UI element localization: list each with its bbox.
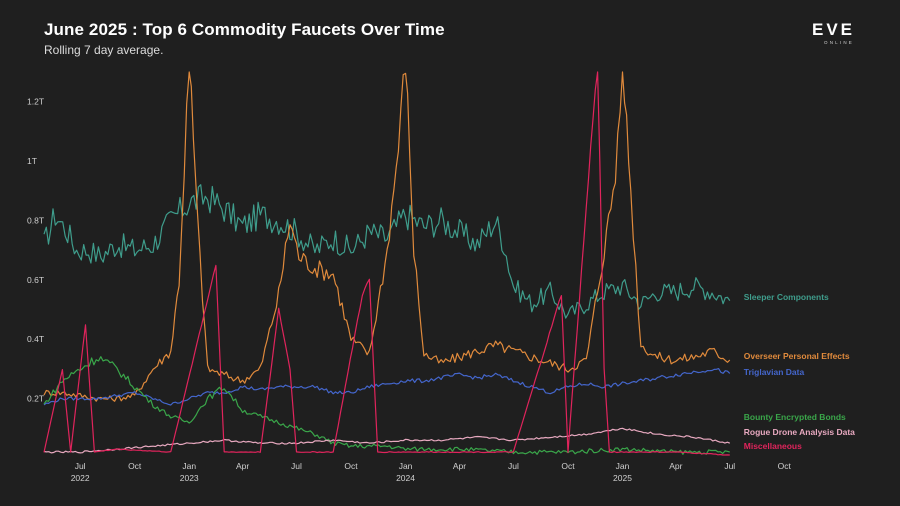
series-labels: Sleeper Components Overseer Personal Effe… [744, 292, 855, 451]
series-line [43, 184, 731, 319]
series-lines [43, 71, 731, 456]
x-tick-year-label: 2023 [180, 473, 199, 483]
logo-subtext: ONLINE [824, 40, 854, 45]
series-line [43, 356, 730, 455]
x-tick-year-label: 2022 [71, 473, 90, 483]
series-line [43, 71, 730, 456]
eve-online-logo: EVE ONLINE [812, 20, 866, 46]
series-label: Triglavian Data [744, 367, 805, 377]
y-tick-label: 0.6T [27, 275, 44, 285]
series-label: Bounty Encrypted Bonds [744, 412, 846, 422]
series-line [43, 427, 731, 454]
x-tick-label: Jul [724, 461, 735, 471]
x-tick-label: Oct [778, 461, 792, 471]
y-axis: 0.2T 0.4T 0.6T 0.8T 1T 1.2T [27, 97, 44, 404]
series-label: Sleeper Components [744, 292, 829, 302]
y-tick-label: 1.2T [27, 97, 44, 107]
y-tick-label: 1T [27, 156, 37, 166]
series-line [43, 368, 731, 406]
x-tick-label: Apr [669, 461, 682, 471]
logo-word: EVE [812, 20, 856, 39]
y-tick-label: 0.4T [27, 334, 44, 344]
chart-title: June 2025 : Top 6 Commodity Faucets Over… [44, 20, 445, 39]
x-axis: Jul 2022 Oct Jan 2023 Apr Jul Oct Jan 2024 Apr Jul O… [71, 461, 792, 483]
x-tick-label: Oct [561, 461, 575, 471]
x-tick-year-label: 2024 [396, 473, 415, 483]
x-tick-label: Oct [128, 461, 142, 471]
x-tick-label: Apr [236, 461, 249, 471]
y-tick-label: 0.2T [27, 394, 44, 404]
series-label: Miscellaneous [744, 441, 802, 451]
series-label: Rogue Drone Analysis Data [744, 427, 855, 437]
series-label: Overseer Personal Effects [744, 351, 850, 361]
x-tick-label: Jan [399, 461, 413, 471]
x-tick-label: Jan [182, 461, 196, 471]
x-tick-label: Jan [616, 461, 630, 471]
y-tick-label: 0.8T [27, 215, 44, 225]
chart-subtitle: Rolling 7 day average. [44, 43, 164, 57]
x-tick-label: Jul [291, 461, 302, 471]
x-tick-label: Jul [508, 461, 519, 471]
x-tick-year-label: 2025 [613, 473, 632, 483]
series-line [43, 71, 731, 402]
x-tick-label: Oct [344, 461, 358, 471]
x-tick-label: Jul [75, 461, 86, 471]
x-tick-label: Apr [453, 461, 466, 471]
